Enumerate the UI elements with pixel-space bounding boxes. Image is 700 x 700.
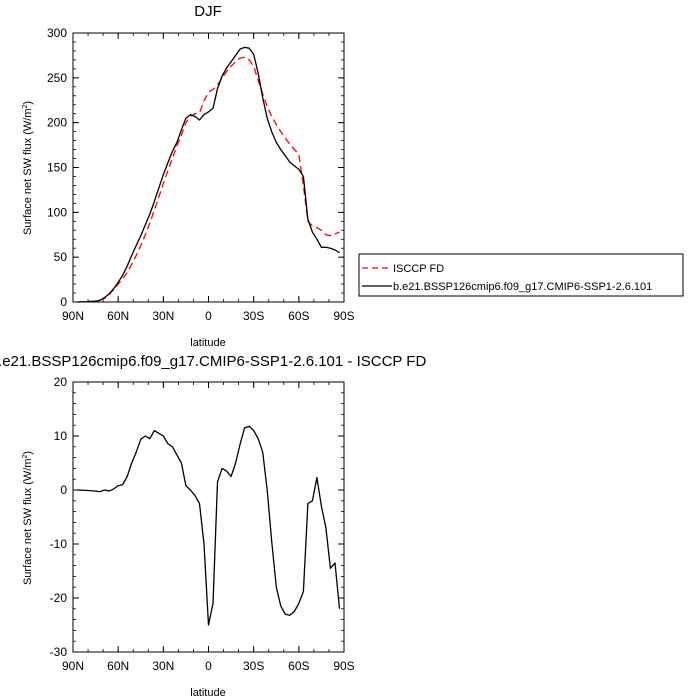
top-y-tick-label: 50 [54, 250, 68, 264]
bottom-y-tick-label: -20 [50, 591, 68, 605]
top-y-tick-label: 150 [47, 161, 67, 175]
bottom-x-tick-label: 0 [205, 659, 212, 673]
top-series-line-1 [77, 46, 340, 303]
top-series-line-0 [77, 56, 340, 303]
top-panel: DJF 0 50 100 150 200 250 300 90N 60N 30N 0 30S 60S 90… [22, 3, 355, 349]
top-x-tick-label: 60N [107, 309, 129, 323]
top-y-tick-label: 200 [47, 116, 67, 130]
legend-box [358, 253, 684, 297]
top-y-tick-label: 100 [47, 205, 67, 219]
bottom-x-tick-label: 30N [152, 659, 174, 673]
bottom-series-line-0 [77, 425, 341, 626]
bottom-plot-area: -30 -20 -10 0 10 20 90N 60N 30N 0 30S 60S 90S [50, 375, 355, 673]
top-x-tick-label: 30N [152, 309, 174, 323]
bottom-chart-title: b.e21.BSSP126cmip6.f09_g17.CMIP6-SSP1-2.… [0, 353, 426, 370]
bottom-x-tick-label: 90N [62, 659, 84, 673]
legend-label-model: b.e21.BSSP126cmip6.f09_g17.CMIP6-SSP1-2.… [393, 281, 652, 293]
bottom-plot-frame [72, 381, 345, 653]
bottom-y-tick-label: 20 [54, 375, 68, 389]
top-y-tick-label: 0 [60, 295, 67, 309]
top-y-axis-title: Surface net SW flux (W/m2) [22, 101, 34, 235]
bottom-x-axis-title: latitude [190, 687, 225, 699]
bottom-x-tick-label: 60S [288, 659, 309, 673]
top-x-tick-label: 30S [243, 309, 264, 323]
bottom-x-tick-label: 30S [243, 659, 264, 673]
bottom-y-tick-label: 10 [54, 429, 68, 443]
top-x-tick-label: 60S [288, 309, 309, 323]
bottom-y-tick-label: -10 [50, 537, 68, 551]
top-x-tick-label: 0 [205, 309, 212, 323]
top-y-tick-label: 250 [47, 71, 67, 85]
bottom-x-tick-label: 90S [333, 659, 354, 673]
bottom-y-tick-label: 0 [60, 483, 67, 497]
bottom-y-axis-title: Surface net SW flux (W/m2) [22, 451, 34, 585]
top-y-tick-label: 300 [47, 26, 67, 40]
chart-legend: ISCCP FD b.e21.BSSP126cmip6.f09_g17.CMIP… [358, 253, 684, 297]
top-x-tick-label: 90N [62, 309, 84, 323]
top-chart-title: DJF [194, 3, 222, 20]
bottom-x-tick-label: 60N [107, 659, 129, 673]
bottom-y-tick-label: -30 [50, 645, 68, 659]
bottom-panel: b.e21.BSSP126cmip6.f09_g17.CMIP6-SSP1-2.… [0, 353, 426, 699]
top-plot-frame [72, 32, 345, 303]
top-plot-area: 0 50 100 150 200 250 300 90N 60N 30N 0 30S 60S 90S [47, 26, 355, 323]
top-x-axis-title: latitude [190, 337, 225, 349]
legend-label-isccp: ISCCP FD [393, 263, 444, 275]
top-x-tick-label: 90S [333, 309, 354, 323]
